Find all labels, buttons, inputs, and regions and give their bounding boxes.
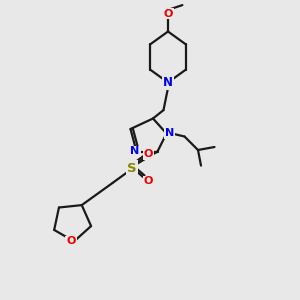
Text: O: O [163,8,173,19]
Text: O: O [143,176,153,187]
Text: S: S [127,161,137,175]
Text: O: O [144,149,153,159]
Text: N: N [163,76,173,89]
Text: N: N [130,146,140,157]
Text: N: N [165,128,174,139]
Text: O: O [66,236,76,246]
